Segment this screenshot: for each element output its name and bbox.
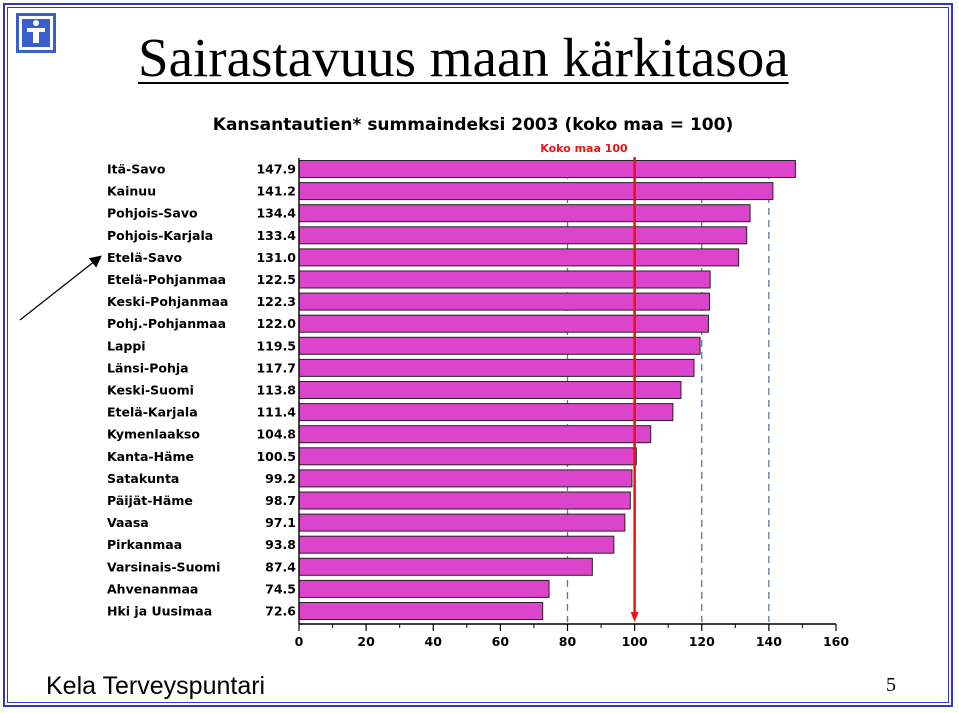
value-label: 122.0 [256,316,296,331]
value-label: 100.5 [256,449,296,464]
bar [298,314,709,333]
category-label: Vaasa [107,515,149,530]
kela-logo-icon [16,13,56,53]
footer-text: Kela Terveyspuntari [46,672,266,700]
reference-line-arrowhead [630,612,639,622]
chart-title: Kansantautien* summaindeksi 2003 (koko m… [213,115,733,135]
bar [298,425,652,444]
bar [298,513,626,532]
value-label: 87.4 [265,559,296,574]
bar [298,336,701,355]
value-label: 122.5 [256,272,296,287]
slide-title: Sairastavuus maan kärkitasoa [138,27,789,88]
category-label: Varsinais-Suomi [107,559,220,574]
bar [298,447,637,466]
x-tick-label: 160 [823,634,849,649]
bar [298,381,682,399]
category-label: Keski-Suomi [107,383,194,398]
bar [298,602,544,620]
category-label: Kanta-Häme [107,449,194,464]
category-label: Pohjois-Savo [107,206,198,221]
category-label: Länsi-Pohja [107,360,189,375]
value-label: 113.8 [256,383,296,398]
x-tick-label: 140 [756,634,782,649]
category-label: Päijät-Häme [107,493,193,508]
bar [298,248,740,267]
x-tick-label: 80 [559,634,577,649]
bar [298,535,615,554]
value-label: 98.7 [265,493,296,508]
bar [298,579,550,598]
x-tick-label: 40 [425,634,443,649]
category-label: Pohjois-Karjala [107,228,213,243]
category-label: Etelä-Karjala [107,405,198,420]
value-label: 99.2 [265,471,296,486]
value-label: 134.4 [256,206,296,221]
value-label: 117.7 [256,360,296,375]
category-label: Pohj.-Pohjanmaa [107,316,226,331]
value-label: 93.8 [265,537,296,552]
bar [298,204,751,223]
category-label: Kymenlaakso [107,427,200,442]
bar [298,469,633,488]
x-tick-label: 120 [689,634,715,649]
value-label: 141.2 [256,184,296,199]
x-tick-label: 60 [492,634,510,649]
bar [298,160,796,178]
bar [298,226,748,245]
slide-frame-inner [7,7,949,703]
category-label: Lappi [107,338,146,353]
bar [298,403,674,422]
x-tick-label: 20 [357,634,375,649]
value-label: 111.4 [256,405,296,420]
value-label: 104.8 [256,427,296,442]
category-label: Keski-Pohjanmaa [107,294,228,309]
reference-line-label: Koko maa 100 [540,142,628,155]
slide-frame [3,3,953,707]
bar [298,182,774,201]
category-label: Satakunta [107,471,179,486]
value-label: 74.5 [265,581,296,596]
bar [298,557,593,576]
category-label: Etelä-Pohjanmaa [107,272,226,287]
category-label: Itä-Savo [107,162,166,177]
category-label: Ahvenanmaa [107,581,198,596]
x-tick-label: 0 [295,634,304,649]
x-tick-label: 100 [622,634,648,649]
value-label: 147.9 [256,162,296,177]
category-label: Pirkanmaa [107,537,182,552]
value-label: 122.3 [256,294,296,309]
value-label: 133.4 [256,228,296,243]
value-label: 72.6 [265,604,296,619]
bar [298,270,711,289]
page-number: 5 [886,674,896,696]
bar [298,491,631,510]
bar [298,292,710,311]
value-label: 131.0 [256,250,296,265]
category-label: Etelä-Savo [107,250,182,265]
value-label: 119.5 [256,338,296,353]
value-label: 97.1 [265,515,296,530]
category-label: Hki ja Uusimaa [107,604,212,619]
category-label: Kainuu [107,184,156,199]
